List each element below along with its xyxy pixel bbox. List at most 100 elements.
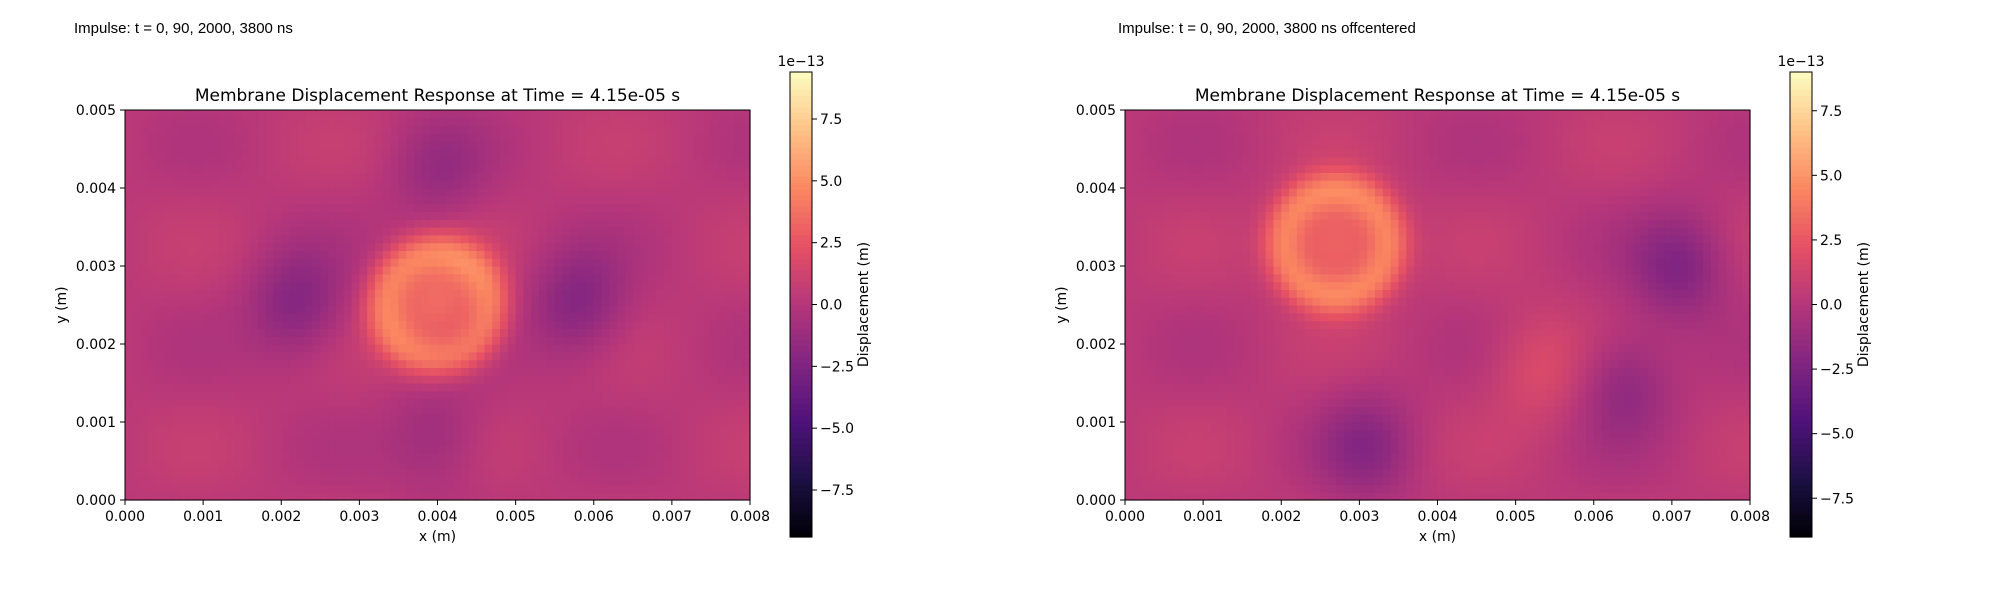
heatmap-cell [617,477,625,485]
heatmap-cell [719,196,727,204]
heatmap-cell [1617,438,1625,446]
heatmap-cell [1156,492,1164,500]
heatmap-cell [672,110,680,118]
heatmap-cell [188,266,196,274]
heatmap-cell [398,235,406,243]
heatmap-cell [406,211,414,219]
heatmap-cell [586,336,594,344]
heatmap-cell [281,328,289,336]
heatmap-cell [305,250,313,258]
heatmap-cell [227,305,235,313]
heatmap-cell [563,188,571,196]
heatmap-cell [1125,461,1133,469]
heatmap-cell [1172,422,1180,430]
heatmap-cell [688,422,696,430]
heatmap-cell [523,375,531,383]
heatmap-cell [195,461,203,469]
heatmap-cell [469,336,477,344]
heatmap-cell [516,250,524,258]
heatmap-cell [344,414,352,422]
heatmap-cell [1359,422,1367,430]
heatmap-cell [180,399,188,407]
heatmap-cell [711,469,719,477]
heatmap-cell [172,328,180,336]
heatmap-cell [609,172,617,180]
heatmap-cell [406,383,414,391]
heatmap-cell [297,383,305,391]
heatmap-cell [203,204,211,212]
heatmap-cell [188,172,196,180]
heatmap-cell [742,352,750,360]
heatmap-cell [563,445,571,453]
heatmap-cell [500,297,508,305]
heatmap-cell [313,118,321,126]
heatmap-cell [664,477,672,485]
heatmap-cell [234,157,242,165]
heatmap-cell [203,157,211,165]
heatmap-cell [289,352,297,360]
heatmap-cell [625,336,633,344]
colorbar-segment [790,456,812,462]
heatmap-cell [1492,414,1500,422]
heatmap-cell [195,188,203,196]
heatmap-cell [484,328,492,336]
heatmap-cell [375,297,383,305]
heatmap-cell [1547,414,1555,422]
heatmap-cell [1133,422,1141,430]
colorbar-segment [790,427,812,433]
heatmap-cell [508,477,516,485]
heatmap-cell [539,243,547,251]
heatmap-cell [289,344,297,352]
heatmap-cell [1695,477,1703,485]
heatmap-cell [1711,438,1719,446]
heatmap-cell [352,250,360,258]
heatmap-cell [1516,477,1524,485]
heatmap-cell [344,399,352,407]
heatmap-cell [711,383,719,391]
heatmap-cell [180,110,188,118]
heatmap-cell [414,282,422,290]
heatmap-cell [1352,414,1360,422]
heatmap-cell [703,430,711,438]
heatmap-cell [578,422,586,430]
heatmap-cell [1539,469,1547,477]
heatmap-cell [375,141,383,149]
heatmap-cell [148,445,156,453]
heatmap-cell [234,406,242,414]
heatmap-cell [156,211,164,219]
heatmap-cell [406,344,414,352]
heatmap-cell [648,438,656,446]
heatmap-cell [195,180,203,188]
heatmap-cell [313,422,321,430]
heatmap-cell [180,219,188,227]
heatmap-cell [477,352,485,360]
heatmap-cell [602,243,610,251]
heatmap-cell [1359,492,1367,500]
heatmap-cell [359,110,367,118]
heatmap-cell [445,328,453,336]
heatmap-cell [1563,469,1571,477]
heatmap-cell [375,422,383,430]
heatmap-cell [242,204,250,212]
colorbar-segment [790,107,812,113]
heatmap-cell [133,438,141,446]
heatmap-cell [211,289,219,297]
heatmap-cell [266,227,274,235]
heatmap-cell [414,414,422,422]
heatmap-cell [297,149,305,157]
heatmap-cell [523,289,531,297]
heatmap-cell [680,243,688,251]
heatmap-cell [578,227,586,235]
heatmap-cell [320,422,328,430]
heatmap-cell [742,243,750,251]
heatmap-cell [430,149,438,157]
heatmap-cell [391,133,399,141]
heatmap-cell [563,360,571,368]
heatmap-cell [1555,492,1563,500]
heatmap-cell [688,305,696,313]
heatmap-cell [617,484,625,492]
heatmap-cell [719,227,727,235]
heatmap-cell [125,126,133,134]
heatmap-cell [484,383,492,391]
heatmap-cell [727,406,735,414]
